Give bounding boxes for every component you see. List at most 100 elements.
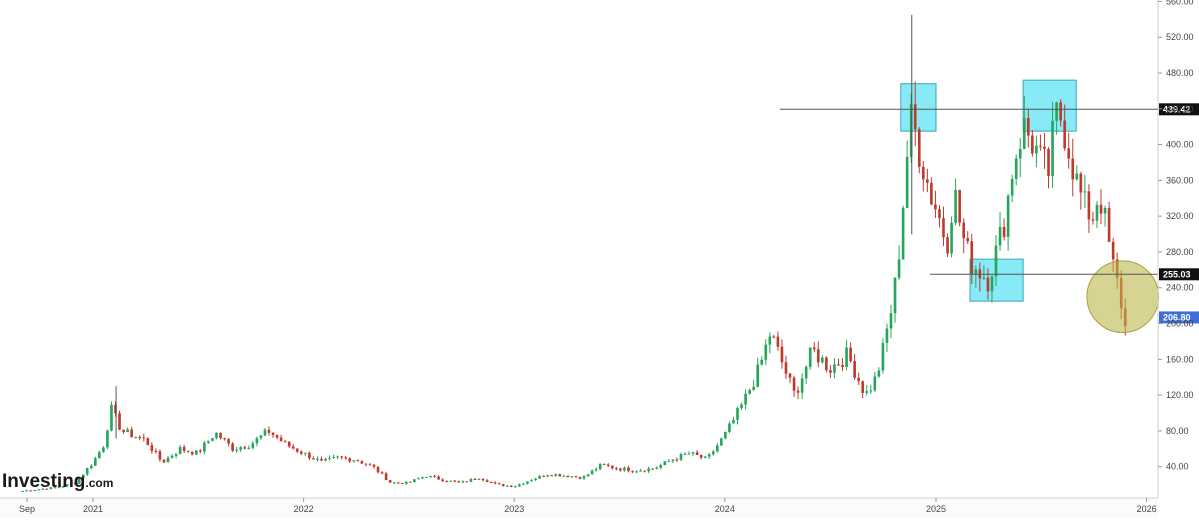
- candle-body: [756, 364, 760, 387]
- candle-body: [615, 468, 618, 470]
- candle-body: [304, 452, 307, 454]
- candle-body: [316, 458, 319, 460]
- candle-body: [489, 482, 493, 484]
- candle-body: [364, 463, 368, 465]
- candle-body: [372, 464, 376, 467]
- candle-body: [594, 469, 598, 471]
- candle-body: [243, 447, 247, 449]
- candle-body: [388, 480, 392, 483]
- candle-body: [522, 483, 525, 485]
- candle-body: [465, 481, 469, 483]
- candle-body: [231, 443, 234, 451]
- candle-body: [1083, 191, 1087, 193]
- candle-body: [837, 364, 840, 366]
- candle-body: [833, 364, 836, 373]
- time-tick-label: 2021: [83, 504, 103, 514]
- candle-body: [1027, 118, 1030, 136]
- horizontal-levels: 439.42 255.03 206.80: [780, 103, 1199, 324]
- candle-body: [186, 450, 190, 452]
- candle-body: [368, 464, 372, 466]
- candle-body: [1039, 145, 1042, 147]
- candle-body: [683, 453, 687, 455]
- candle-body: [312, 458, 315, 460]
- candle-body: [784, 362, 788, 374]
- candle-body: [404, 481, 408, 484]
- candle-body: [647, 468, 650, 472]
- candle-body: [441, 479, 444, 482]
- candle-body: [485, 480, 489, 483]
- candle-body: [271, 432, 275, 435]
- candle-body: [998, 226, 1002, 246]
- candle-body: [849, 347, 852, 362]
- candle-body: [332, 456, 335, 458]
- candle-body: [178, 447, 182, 454]
- candle-body: [308, 452, 311, 459]
- candle-body: [207, 440, 210, 443]
- candle-body: [417, 478, 420, 480]
- candle-body: [1075, 173, 1079, 180]
- candle-body: [360, 461, 364, 464]
- candle-body: [800, 378, 804, 393]
- candle-body: [409, 481, 412, 483]
- candle-body: [748, 390, 751, 394]
- candle-body: [93, 458, 97, 466]
- candle-body: [69, 483, 73, 485]
- candle-body: [279, 437, 283, 442]
- candle-body: [400, 482, 404, 484]
- candle-body: [938, 209, 941, 219]
- price-tick-label: 200.00: [1166, 319, 1194, 329]
- candle-body: [1111, 241, 1115, 260]
- candle-body: [1079, 173, 1083, 193]
- candle-body: [1022, 118, 1026, 149]
- price-tick-label: 360.00: [1166, 175, 1194, 185]
- candle-body: [77, 478, 81, 484]
- candle-body: [211, 438, 214, 441]
- candle-body: [477, 478, 481, 480]
- candle-body: [235, 449, 238, 451]
- highlight-box: [1022, 79, 1077, 132]
- candle-body: [1047, 148, 1050, 177]
- time-tick-label: 2023: [504, 504, 524, 514]
- price-tick-label: 560.00: [1166, 0, 1194, 6]
- candle-body: [356, 460, 360, 462]
- candle-body: [768, 336, 772, 345]
- highlight-box: [900, 83, 937, 132]
- candle-body: [1014, 158, 1018, 179]
- candle-body: [1051, 120, 1054, 177]
- candle-body: [138, 436, 142, 438]
- candle-body: [1043, 146, 1046, 149]
- candle-body: [635, 471, 638, 473]
- candle-body: [974, 269, 978, 275]
- candle-body: [711, 451, 715, 455]
- candle-body: [970, 241, 974, 275]
- candle-body: [170, 455, 174, 458]
- candle-body: [53, 487, 57, 489]
- candle-body: [720, 438, 723, 446]
- time-tick-label: 2022: [294, 504, 314, 514]
- brand-logo: Investing.com: [2, 471, 113, 492]
- candle-body: [825, 357, 828, 371]
- candle-body: [808, 347, 812, 367]
- candle-body: [21, 490, 24, 492]
- candle-body: [921, 166, 925, 180]
- candle-body: [744, 393, 747, 405]
- candle-body: [917, 129, 921, 167]
- candle-body: [275, 434, 279, 438]
- time-tick-label: 2024: [715, 504, 735, 514]
- candle-body: [869, 390, 873, 392]
- candle-body: [1071, 158, 1075, 180]
- candle-body: [962, 222, 966, 239]
- candle-body: [1087, 191, 1091, 220]
- candle-body: [1035, 145, 1038, 154]
- candle-body: [1063, 120, 1066, 149]
- candle-body: [845, 347, 848, 368]
- candle-body: [1099, 204, 1103, 214]
- price-tick-label: 520.00: [1166, 32, 1194, 42]
- candle-body: [1002, 226, 1006, 237]
- candle-body: [514, 486, 517, 488]
- candle-body: [174, 453, 178, 456]
- candle-body: [1107, 207, 1111, 242]
